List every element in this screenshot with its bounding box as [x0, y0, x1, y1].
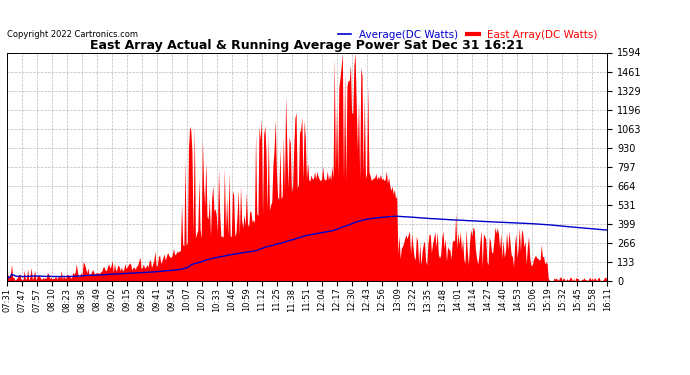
- Legend: Average(DC Watts), East Array(DC Watts): Average(DC Watts), East Array(DC Watts): [334, 26, 602, 44]
- Text: Copyright 2022 Cartronics.com: Copyright 2022 Cartronics.com: [7, 30, 138, 39]
- Title: East Array Actual & Running Average Power Sat Dec 31 16:21: East Array Actual & Running Average Powe…: [90, 39, 524, 53]
